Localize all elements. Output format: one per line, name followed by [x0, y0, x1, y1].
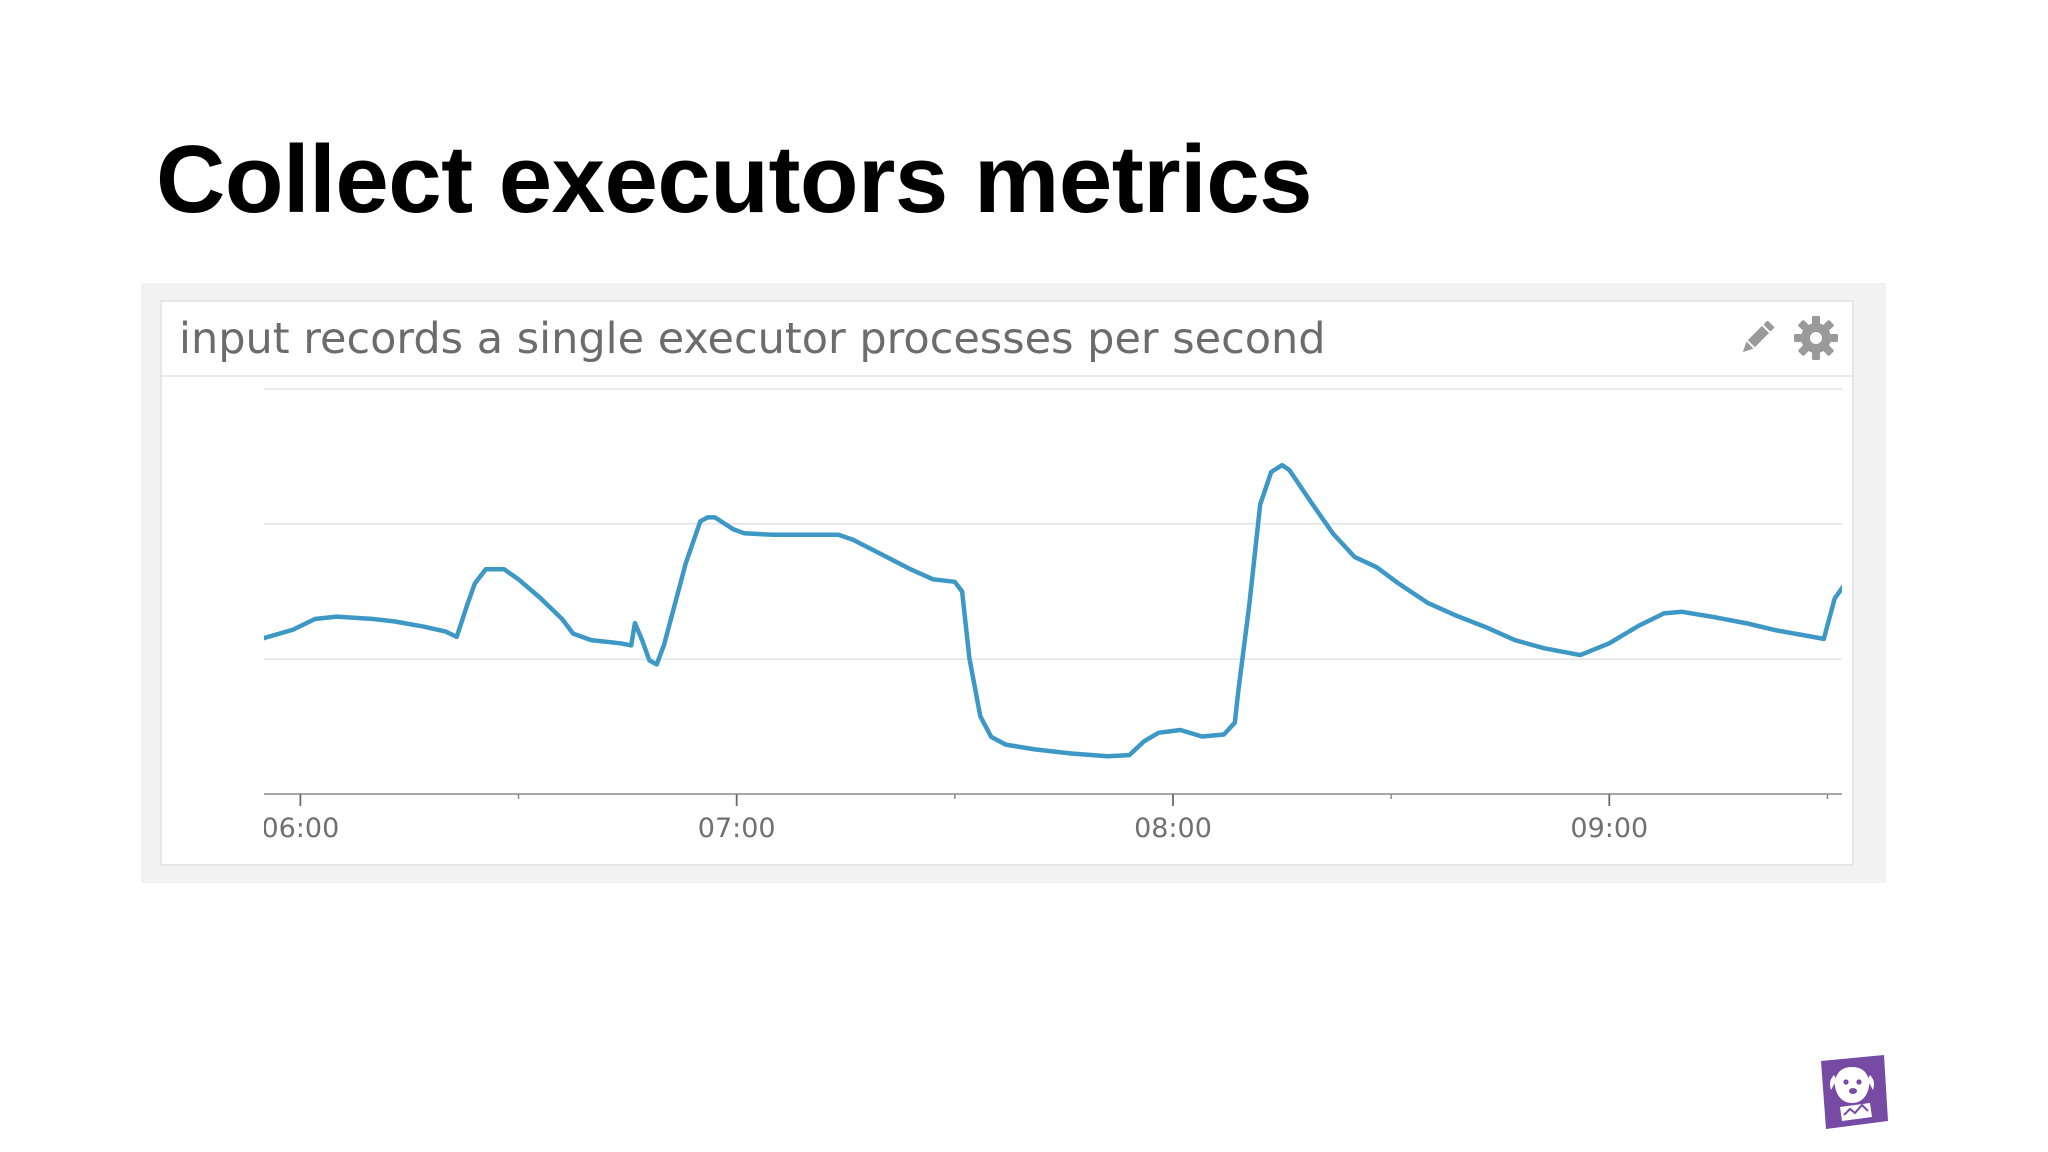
widget-frame: input records a single executor processe…	[141, 283, 1886, 883]
pencil-icon[interactable]	[1734, 315, 1780, 361]
x-axis: 06:00 07:00 08:00 09:00	[261, 793, 1842, 844]
gear-icon[interactable]	[1793, 315, 1839, 361]
datadog-logo	[1818, 1055, 1888, 1129]
slide-title: Collect executors metrics	[156, 126, 1313, 233]
timeseries-widget: input records a single executor processe…	[160, 300, 1854, 866]
widget-header: input records a single executor processe…	[162, 302, 1852, 377]
widget-title: input records a single executor processe…	[179, 314, 1326, 364]
x-tick-label: 09:00	[1570, 813, 1648, 844]
line-chart: 06:00 07:00 08:00 09:00	[261, 388, 1842, 844]
x-tick-label: 06:00	[261, 813, 339, 844]
x-tick-label: 08:00	[1134, 813, 1212, 844]
series-layer	[264, 462, 1842, 759]
series-line	[264, 462, 1842, 759]
gridlines	[264, 388, 1842, 660]
x-tick-label: 07:00	[698, 813, 776, 844]
